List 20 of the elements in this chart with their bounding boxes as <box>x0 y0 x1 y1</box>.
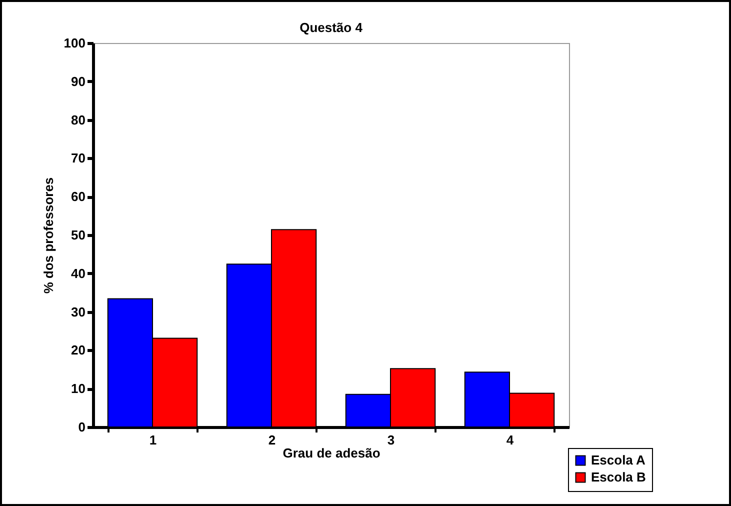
y-tick-label: 0 <box>78 420 86 434</box>
legend-label: Escola A <box>591 452 646 468</box>
y-tick-label: 80 <box>71 112 86 128</box>
x-tick-label: 1 <box>149 432 157 448</box>
y-tick-label: 60 <box>71 189 86 204</box>
legend-label: Escola B <box>591 470 646 484</box>
y-tick-label: 30 <box>71 304 86 320</box>
y-tick-label: 70 <box>71 150 86 166</box>
y-tick-label: 40 <box>71 266 86 281</box>
x-axis-title: Grau de adesão <box>282 446 380 460</box>
x-tick-label: 2 <box>268 432 276 448</box>
x-tick-label: 3 <box>387 432 395 448</box>
x-tick-label: 4 <box>506 432 514 448</box>
y-tick-label: 20 <box>71 342 86 358</box>
y-tick-label: 50 <box>71 228 86 242</box>
y-tick-label: 100 <box>64 36 86 50</box>
y-tick-label: 10 <box>71 381 86 396</box>
chart-title: Questão 4 <box>300 20 364 35</box>
y-tick-label: 90 <box>71 74 86 89</box>
y-axis-title: % dos professores <box>40 177 56 294</box>
